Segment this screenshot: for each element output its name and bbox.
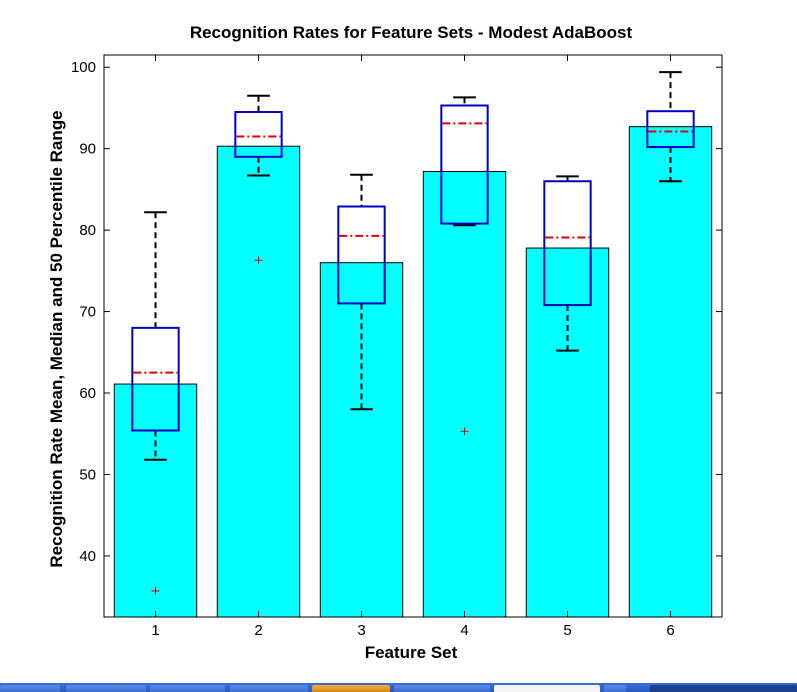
box — [337, 205, 386, 305]
taskbar-button[interactable] — [150, 685, 225, 692]
x-tick-label: 5 — [563, 622, 571, 639]
x-tick-label: 6 — [666, 622, 674, 639]
plot-frame — [103, 54, 723, 618]
taskbar-input[interactable] — [494, 685, 600, 692]
box — [646, 110, 695, 149]
x-tick-label: 4 — [460, 622, 468, 639]
x-tick-label: 3 — [357, 622, 365, 639]
box — [234, 111, 283, 158]
bar — [422, 170, 507, 618]
taskbar-button-active[interactable] — [312, 685, 390, 692]
y-tick-label: 40 — [79, 548, 96, 565]
y-tick-label: 50 — [79, 466, 96, 483]
bar — [216, 145, 301, 618]
box — [131, 326, 180, 432]
taskbar-button[interactable] — [0, 685, 60, 692]
taskbar-button[interactable] — [230, 685, 308, 692]
taskbar-button[interactable] — [394, 685, 490, 692]
x-tick-label: 2 — [254, 622, 262, 639]
box — [543, 180, 592, 307]
y-tick-label: 80 — [79, 222, 96, 239]
plot-background — [104, 55, 722, 617]
system-tray — [650, 685, 797, 692]
y-tick-label: 60 — [79, 385, 96, 402]
y-tick-label: 90 — [79, 141, 96, 158]
y-tick-label: 100 — [71, 59, 96, 76]
taskbar-button[interactable] — [66, 685, 146, 692]
bar — [628, 126, 713, 618]
x-axis-label: Feature Set — [365, 643, 458, 662]
x-tick-label: 1 — [151, 622, 159, 639]
windows-taskbar — [0, 683, 797, 692]
bar — [113, 383, 198, 618]
taskbar-button[interactable] — [604, 685, 626, 692]
y-axis-label: Recognition Rate Mean, Median and 50 Per… — [47, 110, 66, 567]
chart-title: Recognition Rates for Feature Sets - Mod… — [190, 23, 633, 42]
bar — [525, 247, 610, 618]
plot-area: 1 2 3 4 5 6 40 50 60 70 80 90 100 — [71, 54, 723, 639]
box — [440, 104, 489, 225]
y-tick-label: 70 — [79, 304, 96, 321]
